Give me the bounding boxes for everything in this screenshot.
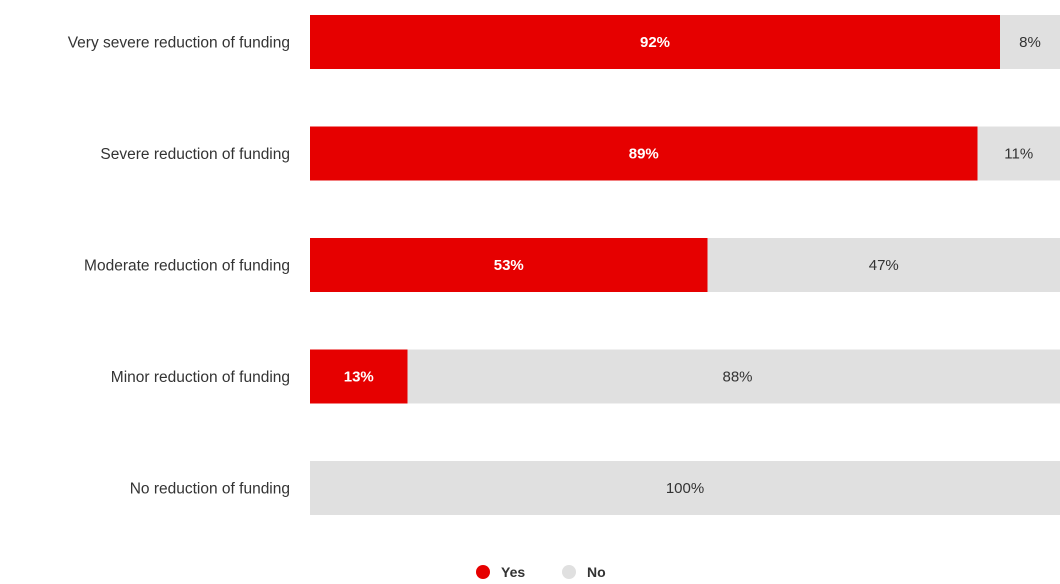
bar-no-severe-reduction-of-funding[interactable] <box>977 126 1060 181</box>
category-label-minor-reduction-of-funding: Minor reduction of funding <box>111 369 290 386</box>
data-label-no-very-severe-reduction-of-funding: 8% <box>1019 34 1041 51</box>
data-label-no-moderate-reduction-of-funding: 47% <box>869 257 899 274</box>
legend-marker-yes <box>476 565 490 579</box>
data-label-yes-minor-reduction-of-funding: 13% <box>344 369 374 386</box>
data-label-yes-moderate-reduction-of-funding: 53% <box>494 257 524 274</box>
data-label-no-minor-reduction-of-funding: 88% <box>722 369 752 386</box>
legend-item-yes[interactable]: Yes <box>476 564 525 580</box>
legend-label-no: No <box>587 564 606 580</box>
legend-label-yes: Yes <box>501 564 525 580</box>
bar-yes-minor-reduction-of-funding[interactable] <box>310 349 408 404</box>
data-label-yes-severe-reduction-of-funding: 89% <box>629 146 659 163</box>
bar-no-moderate-reduction-of-funding[interactable] <box>707 238 1060 292</box>
category-label-severe-reduction-of-funding: Severe reduction of funding <box>100 146 290 163</box>
bar-yes-very-severe-reduction-of-funding[interactable] <box>310 15 1000 69</box>
bar-no-no-reduction-of-funding[interactable] <box>310 461 1060 515</box>
bar-no-very-severe-reduction-of-funding[interactable] <box>1000 15 1060 69</box>
data-label-no-no-reduction-of-funding: 100% <box>666 480 704 497</box>
legend-marker-no <box>562 565 576 579</box>
data-label-yes-very-severe-reduction-of-funding: 92% <box>640 34 670 51</box>
legend-item-no[interactable]: No <box>562 564 606 580</box>
legend: Yes No <box>476 564 606 580</box>
data-label-no-severe-reduction-of-funding: 11% <box>1004 146 1033 163</box>
labels-layer: Very severe reduction of funding 92% 8% Sev… <box>68 34 1041 498</box>
bars-layer <box>310 15 1060 515</box>
bar-yes-severe-reduction-of-funding[interactable] <box>310 126 978 181</box>
bar-yes-moderate-reduction-of-funding[interactable] <box>310 238 708 292</box>
category-label-moderate-reduction-of-funding: Moderate reduction of funding <box>84 258 290 275</box>
category-label-very-severe-reduction-of-funding: Very severe reduction of funding <box>68 35 290 52</box>
bar-no-minor-reduction-of-funding[interactable] <box>407 349 1060 404</box>
category-label-no-reduction-of-funding: No reduction of funding <box>130 481 290 498</box>
